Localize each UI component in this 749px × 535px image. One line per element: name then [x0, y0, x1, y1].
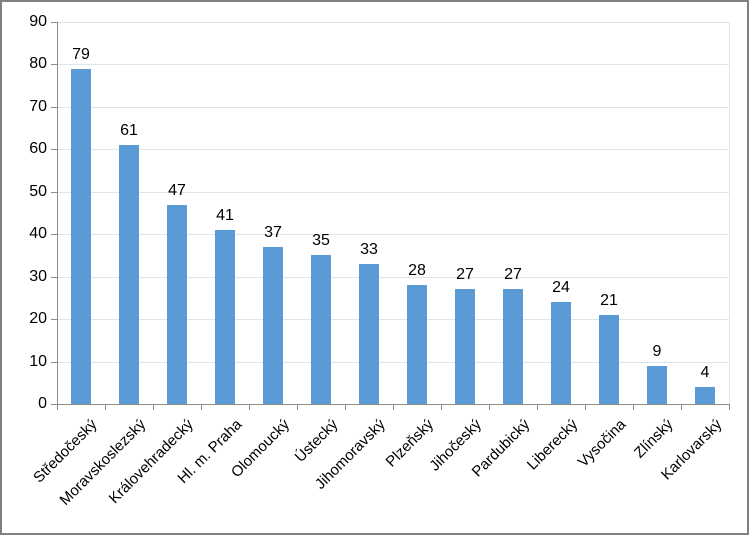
x-axis-tick [633, 405, 634, 410]
x-axis-tick [585, 405, 586, 410]
bar [167, 205, 187, 404]
x-axis-tick [201, 405, 202, 410]
bar-value-label: 79 [72, 46, 90, 63]
x-axis-line [56, 404, 730, 405]
x-axis-tick [393, 405, 394, 410]
y-axis-tick [51, 192, 57, 193]
y-axis-tick-label: 70 [29, 98, 47, 115]
x-axis-tick [345, 405, 346, 410]
bar-value-label: 47 [168, 182, 186, 199]
bar-value-label: 35 [312, 232, 330, 249]
x-axis-tick [681, 405, 682, 410]
y-axis-line [57, 22, 58, 405]
y-axis-tick-label: 20 [29, 310, 47, 327]
bar [407, 285, 427, 404]
y-axis-tick [51, 277, 57, 278]
bar [215, 230, 235, 404]
gridline [57, 362, 729, 363]
x-axis-tick [489, 405, 490, 410]
y-axis-tick-label: 30 [29, 268, 47, 285]
y-axis-tick-label: 60 [29, 140, 47, 157]
y-axis-tick-label: 50 [29, 183, 47, 200]
bar [695, 387, 715, 404]
bar-value-label: 27 [456, 266, 474, 283]
plot-right-border [729, 22, 730, 405]
gridline [57, 319, 729, 320]
y-axis-tick [51, 149, 57, 150]
bar [503, 289, 523, 404]
bar-value-label: 37 [264, 224, 282, 241]
y-axis-tick [51, 319, 57, 320]
gridline [57, 149, 729, 150]
x-axis-category-label: Zlínský [631, 416, 678, 462]
bar-value-label: 41 [216, 207, 234, 224]
bar-value-label: 21 [600, 292, 618, 309]
y-axis-tick [51, 64, 57, 65]
bar [119, 145, 139, 404]
bar-value-label: 61 [120, 122, 138, 139]
bar-value-label: 9 [652, 343, 662, 360]
bar [311, 255, 331, 404]
bar-value-label: 24 [552, 279, 570, 296]
x-axis-tick [441, 405, 442, 410]
y-axis-tick-label: 40 [29, 225, 47, 242]
gridline [57, 192, 729, 193]
y-axis-tick [51, 404, 57, 405]
y-axis-tick-label: 0 [38, 395, 47, 412]
y-axis-tick [51, 107, 57, 108]
y-axis-tick [51, 22, 57, 23]
x-axis-tick [297, 405, 298, 410]
gridline [57, 234, 729, 235]
y-axis-tick [51, 234, 57, 235]
x-axis-tick [249, 405, 250, 410]
gridline [57, 277, 729, 278]
bar-value-label: 33 [360, 241, 378, 258]
x-axis-category-label: Liberecký [523, 416, 582, 474]
bar-value-label: 28 [408, 262, 426, 279]
x-axis-tick [105, 405, 106, 410]
y-axis-tick-label: 10 [29, 353, 47, 370]
x-axis-category-label: Královehradecký [105, 416, 198, 508]
y-axis-tick [51, 362, 57, 363]
x-axis-tick [57, 405, 58, 410]
x-axis-tick [729, 405, 730, 410]
gridline [57, 107, 729, 108]
x-axis-tick [153, 405, 154, 410]
x-axis-category-label: Moravskoslezský [56, 416, 150, 509]
bar-value-label: 27 [504, 266, 522, 283]
y-axis-tick-label: 90 [29, 13, 47, 30]
bar [359, 264, 379, 404]
gridline [57, 64, 729, 65]
y-axis-tick-label: 80 [29, 55, 47, 72]
bar [647, 366, 667, 404]
bar [551, 302, 571, 404]
gridline [57, 22, 729, 23]
bar [71, 69, 91, 404]
bar [599, 315, 619, 404]
x-axis-tick [537, 405, 538, 410]
bar [455, 289, 475, 404]
x-axis-category-label: Vysočina [574, 416, 630, 471]
bar [263, 247, 283, 404]
bar-value-label: 4 [700, 364, 710, 381]
